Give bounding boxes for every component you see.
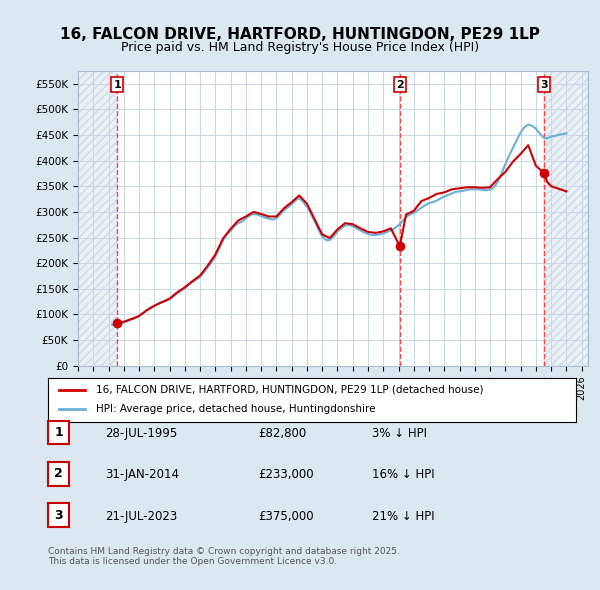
Text: £233,000: £233,000 [258,468,314,481]
Text: 2: 2 [54,467,63,480]
Text: 3% ↓ HPI: 3% ↓ HPI [372,427,427,440]
Text: 31-JAN-2014: 31-JAN-2014 [105,468,179,481]
Text: 3: 3 [541,80,548,90]
Text: £375,000: £375,000 [258,510,314,523]
Text: 1: 1 [54,426,63,439]
Text: 3: 3 [54,509,63,522]
Text: 21-JUL-2023: 21-JUL-2023 [105,510,177,523]
Text: 16% ↓ HPI: 16% ↓ HPI [372,468,434,481]
Text: 21% ↓ HPI: 21% ↓ HPI [372,510,434,523]
Text: 2: 2 [396,80,404,90]
Text: Contains HM Land Registry data © Crown copyright and database right 2025.: Contains HM Land Registry data © Crown c… [48,547,400,556]
Text: £82,800: £82,800 [258,427,306,440]
Text: 1: 1 [113,80,121,90]
Text: Price paid vs. HM Land Registry's House Price Index (HPI): Price paid vs. HM Land Registry's House … [121,41,479,54]
Text: 16, FALCON DRIVE, HARTFORD, HUNTINGDON, PE29 1LP (detached house): 16, FALCON DRIVE, HARTFORD, HUNTINGDON, … [95,385,483,395]
Text: HPI: Average price, detached house, Huntingdonshire: HPI: Average price, detached house, Hunt… [95,405,375,414]
Text: 28-JUL-1995: 28-JUL-1995 [105,427,177,440]
Text: This data is licensed under the Open Government Licence v3.0.: This data is licensed under the Open Gov… [48,558,337,566]
Text: 16, FALCON DRIVE, HARTFORD, HUNTINGDON, PE29 1LP: 16, FALCON DRIVE, HARTFORD, HUNTINGDON, … [60,27,540,41]
